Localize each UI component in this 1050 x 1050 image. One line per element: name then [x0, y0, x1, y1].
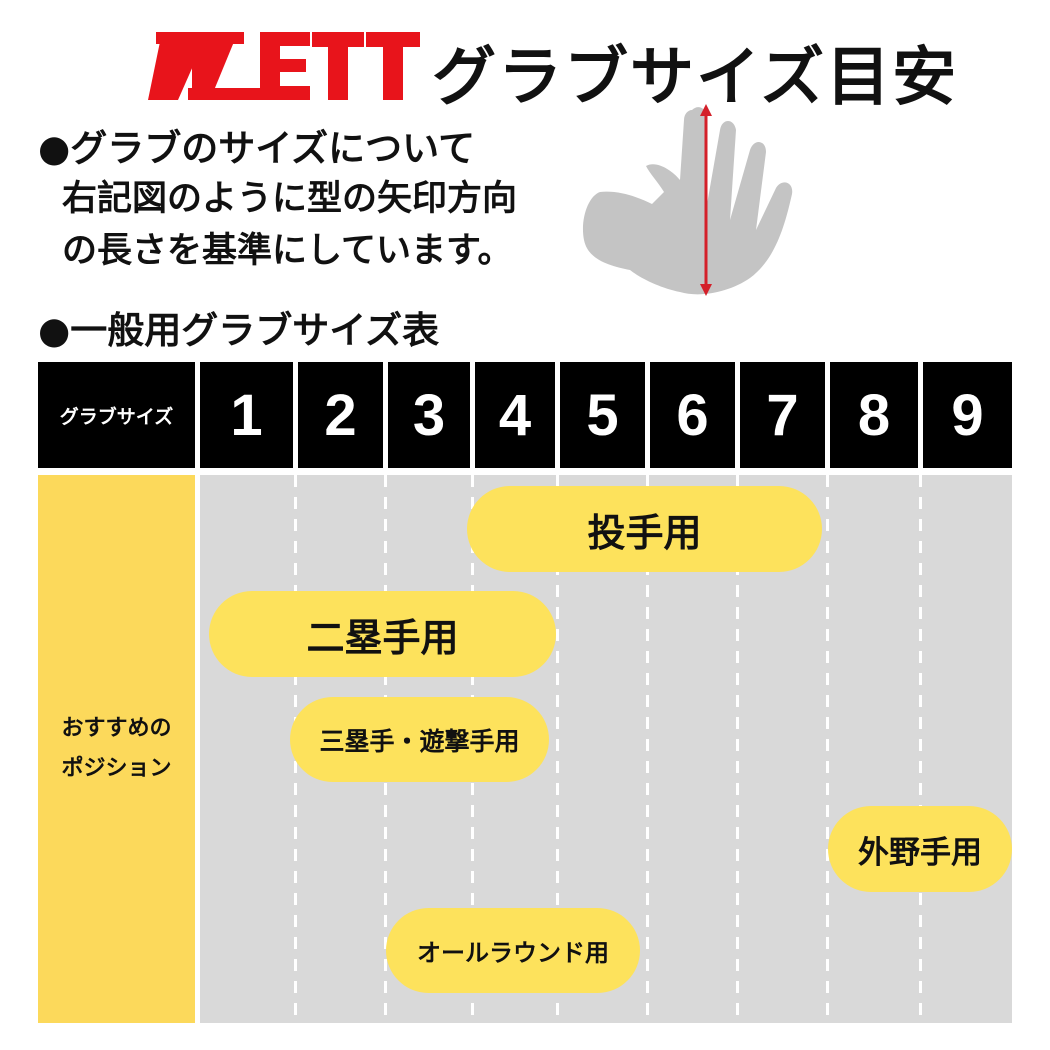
size-1: 1 — [230, 382, 263, 448]
row-label-line-2: ポジション — [61, 756, 172, 781]
about-line-1: 右記図のように型の矢印方向 — [62, 179, 518, 219]
size-5: 5 — [586, 382, 619, 448]
table-heading: ●一般用グラブサイズ表 — [38, 309, 440, 352]
size-9: 9 — [951, 382, 984, 448]
zett-logo — [148, 32, 420, 100]
about-heading: ●グラブのサイズについて — [38, 127, 476, 170]
size-6: 6 — [676, 382, 709, 448]
size-8: 8 — [857, 382, 891, 448]
size-4: 4 — [498, 382, 532, 448]
size-2: 2 — [324, 382, 357, 448]
size-3: 3 — [412, 382, 446, 448]
position-third-base-shortstop: 三塁手・遊撃手用 — [290, 697, 549, 782]
position-second-base: 二塁手用 — [209, 591, 556, 677]
position-grid: おすすめのポジション 投手用 二塁手用 三塁手・遊撃手用 外野手用 オールラウン… — [38, 475, 1012, 1023]
glove-hand-illustration — [582, 104, 793, 296]
size-header-label: グラブサイズ — [59, 405, 174, 428]
row-label-line-1: おすすめの — [61, 716, 172, 741]
position-pitcher: 投手用 — [467, 486, 822, 572]
about-line-2: の長さを基準にしています。 — [62, 231, 513, 271]
position-row-label: おすすめのポジション — [38, 475, 195, 1023]
size-header-row: グラブサイズ 1 2 3 4 5 6 7 8 9 — [38, 362, 1012, 468]
page-title: グラブサイズ目安 — [432, 41, 959, 115]
size-7: 7 — [766, 382, 799, 448]
position-outfield: 外野手用 — [828, 806, 1012, 892]
position-all-round: オールラウンド用 — [386, 908, 640, 993]
